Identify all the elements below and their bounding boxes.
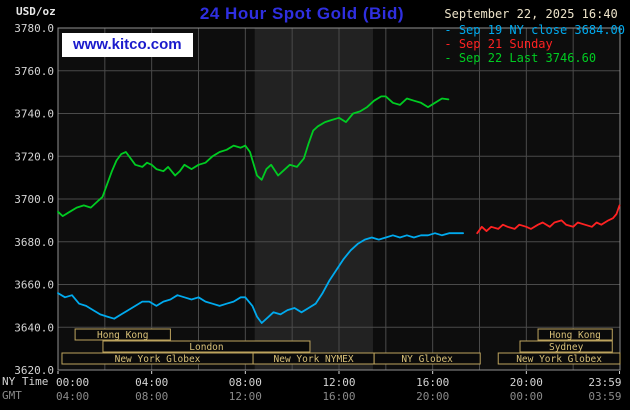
legend-item-sep22: - Sep 22 Last 3746.60	[444, 51, 625, 65]
x-axis-label-gmt: 12:00	[229, 390, 262, 403]
session-label: Hong Kong	[97, 330, 148, 341]
page-title: 24 Hour Spot Gold (Bid)	[199, 4, 405, 23]
x-axis-label-gmt: 00:00	[510, 390, 543, 403]
y-axis-label: 3700.0	[14, 193, 54, 206]
x-axis-label-ny: 04:00	[135, 376, 168, 389]
x-axis-label-gmt: 08:00	[135, 390, 168, 403]
x-axis-label-ny: 23:59	[588, 376, 621, 389]
y-axis-label: 3660.0	[14, 279, 54, 292]
session-box	[519, 340, 613, 353]
legend-list: - Sep 19 NY close 3684.00- Sep 21 Sunday…	[444, 23, 625, 65]
gmt-axis-name: GMT	[2, 389, 22, 402]
plot-border	[57, 27, 621, 371]
legend-item-sep21: - Sep 21 Sunday	[444, 37, 625, 51]
x-axis-label-ny: 16:00	[416, 376, 449, 389]
session-label: Sydney	[549, 342, 584, 353]
y-axis-label: 3720.0	[14, 150, 54, 163]
session-label: New York Globex	[115, 354, 201, 365]
session-box	[102, 340, 311, 353]
x-axis-label-ny: 12:00	[322, 376, 355, 389]
session-label: New York Globex	[516, 354, 602, 365]
legend-dash-icon: -	[444, 37, 459, 51]
x-axis-label-ny: 20:00	[510, 376, 543, 389]
x-axis-label-gmt: 04:00	[56, 390, 89, 403]
y-axis-label: 3640.0	[14, 321, 54, 334]
ny-time-axis-name: NY Time	[2, 375, 49, 388]
series-line-sep22	[57, 95, 450, 218]
series-line-sep21	[476, 204, 621, 235]
series-line-sep19	[57, 232, 465, 324]
datetime-label: September 22, 2025 16:40	[444, 7, 618, 21]
session-label: Hong Kong	[549, 330, 600, 341]
y-axis-label: 3780.0	[14, 22, 54, 35]
legend-label: Sep 19 NY close 3684.00	[458, 23, 625, 37]
session-label: NY Globex	[401, 354, 453, 365]
x-axis-label-ny: 00:00	[56, 376, 89, 389]
session-label: London	[189, 342, 223, 353]
y-axis-label: 3680.0	[14, 236, 54, 249]
kitco-link[interactable]: www.kitco.com	[62, 33, 193, 57]
legend: September 22, 2025 16:40 - Sep 19 NY clo…	[444, 7, 625, 65]
y-axis-label: 3740.0	[14, 108, 54, 121]
y-axis-label: 3620.0	[14, 364, 54, 377]
session-label: New York NYMEX	[274, 354, 354, 365]
session-box	[537, 328, 613, 341]
unit-label: USD/oz	[16, 5, 56, 18]
legend-label: Sep 21 Sunday	[458, 37, 553, 51]
legend-dash-icon: -	[444, 51, 459, 65]
legend-dash-icon: -	[444, 23, 459, 37]
x-axis-label-gmt: 03:59	[588, 390, 621, 403]
session-box	[74, 328, 171, 341]
legend-label: Sep 22 Last 3746.60	[458, 51, 597, 65]
session-box	[373, 352, 481, 365]
session-box	[497, 352, 621, 365]
legend-item-sep19: - Sep 19 NY close 3684.00	[444, 23, 625, 37]
x-axis-label-gmt: 20:00	[416, 390, 449, 403]
y-axis-label: 3760.0	[14, 65, 54, 78]
x-axis-label-ny: 08:00	[229, 376, 262, 389]
x-axis-label-gmt: 16:00	[322, 390, 355, 403]
